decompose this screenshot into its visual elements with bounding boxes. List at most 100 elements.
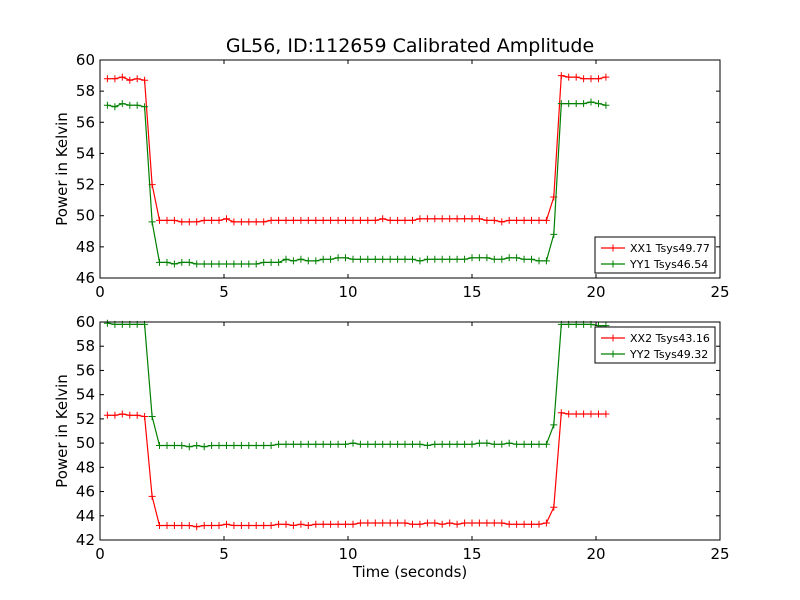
data-point <box>252 218 260 226</box>
data-point <box>364 519 372 527</box>
data-point <box>148 413 156 420</box>
data-point <box>356 255 364 263</box>
data-point <box>505 439 513 447</box>
x-tick-label: 20 <box>586 545 605 563</box>
data-point <box>103 411 111 419</box>
data-point <box>178 442 186 449</box>
data-point <box>423 519 431 527</box>
data-point <box>520 520 528 528</box>
data-point <box>431 215 439 223</box>
data-point <box>312 440 320 448</box>
data-point <box>208 260 216 268</box>
data-point <box>327 520 335 528</box>
y-tick-label: 58 <box>76 82 95 100</box>
data-point <box>557 409 565 417</box>
data-point <box>587 98 595 106</box>
y-tick-label: 60 <box>76 51 95 69</box>
data-point <box>572 100 580 108</box>
data-point <box>379 215 387 223</box>
data-point <box>498 218 506 226</box>
data-point <box>103 75 111 83</box>
data-point <box>327 255 335 263</box>
data-point <box>453 520 461 528</box>
data-point <box>342 520 349 528</box>
data-point <box>267 216 275 224</box>
x-tick-label: 5 <box>219 545 229 563</box>
data-point <box>490 216 498 224</box>
data-point <box>275 520 283 528</box>
data-point <box>409 440 416 448</box>
x-tick-label: 10 <box>338 283 357 301</box>
data-point <box>364 216 372 224</box>
data-point <box>349 255 357 263</box>
data-point <box>334 520 342 528</box>
data-point <box>282 440 290 448</box>
data-point <box>379 440 387 448</box>
data-point <box>319 216 327 224</box>
data-point <box>364 440 372 448</box>
y-tick-label: 56 <box>76 113 95 131</box>
data-point <box>535 520 543 528</box>
data-point <box>572 410 580 418</box>
legend-label: XX2 Tsys43.16 <box>630 332 710 345</box>
data-point <box>371 255 379 263</box>
x-tick-label: 5 <box>219 283 229 301</box>
data-point <box>297 440 305 448</box>
data-point <box>223 442 230 449</box>
y-axis-label: Power in Kelvin <box>53 112 71 226</box>
data-point <box>446 255 454 263</box>
data-point <box>111 103 119 111</box>
data-point <box>103 319 111 327</box>
y-tick-label: 56 <box>76 361 95 379</box>
data-point <box>542 519 550 527</box>
data-point <box>438 215 446 223</box>
data-point <box>550 421 558 429</box>
data-point <box>334 216 342 224</box>
data-point <box>282 255 290 263</box>
data-point <box>319 440 327 448</box>
data-point <box>193 218 201 226</box>
data-point <box>245 260 253 268</box>
x-tick-label: 25 <box>710 283 729 301</box>
data-point <box>170 260 178 268</box>
data-point <box>595 100 602 108</box>
data-point <box>252 442 260 449</box>
data-point <box>319 255 327 263</box>
data-point <box>401 519 409 527</box>
y-tick-label: 48 <box>76 238 95 256</box>
y-axis-label: Power in Kelvin <box>53 374 71 488</box>
x-tick-label: 15 <box>462 545 481 563</box>
data-point <box>133 75 141 83</box>
data-point <box>289 216 297 224</box>
data-point <box>587 410 595 418</box>
data-point <box>468 440 476 448</box>
plot-frame <box>99 59 721 279</box>
data-point <box>394 216 402 224</box>
data-point <box>267 442 275 449</box>
data-point <box>475 215 483 223</box>
data-point <box>498 519 506 527</box>
plot-frame <box>99 321 721 541</box>
data-point <box>580 410 588 418</box>
data-point <box>312 520 320 528</box>
data-point <box>483 254 491 262</box>
data-point <box>461 519 469 527</box>
data-point <box>245 522 253 529</box>
data-point <box>141 413 149 420</box>
data-point <box>118 410 126 418</box>
data-point <box>371 519 379 527</box>
data-point <box>453 215 461 223</box>
data-point <box>282 216 290 224</box>
data-point <box>416 520 424 528</box>
data-point <box>245 218 253 226</box>
legend-item: YY2 Tsys49.32 <box>601 348 708 361</box>
data-point <box>342 216 349 224</box>
data-point <box>356 519 364 527</box>
data-point <box>528 520 535 528</box>
data-point <box>245 442 253 449</box>
data-point <box>163 442 171 449</box>
data-point <box>178 258 186 266</box>
data-point <box>289 257 297 265</box>
data-point <box>297 520 305 528</box>
data-point <box>215 522 223 529</box>
